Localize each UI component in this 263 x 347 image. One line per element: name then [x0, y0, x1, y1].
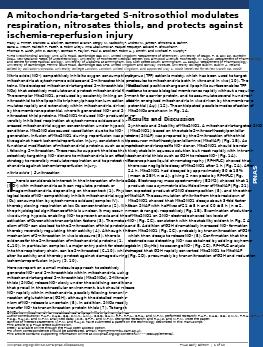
Text: PNAS: PNAS	[254, 163, 259, 183]
